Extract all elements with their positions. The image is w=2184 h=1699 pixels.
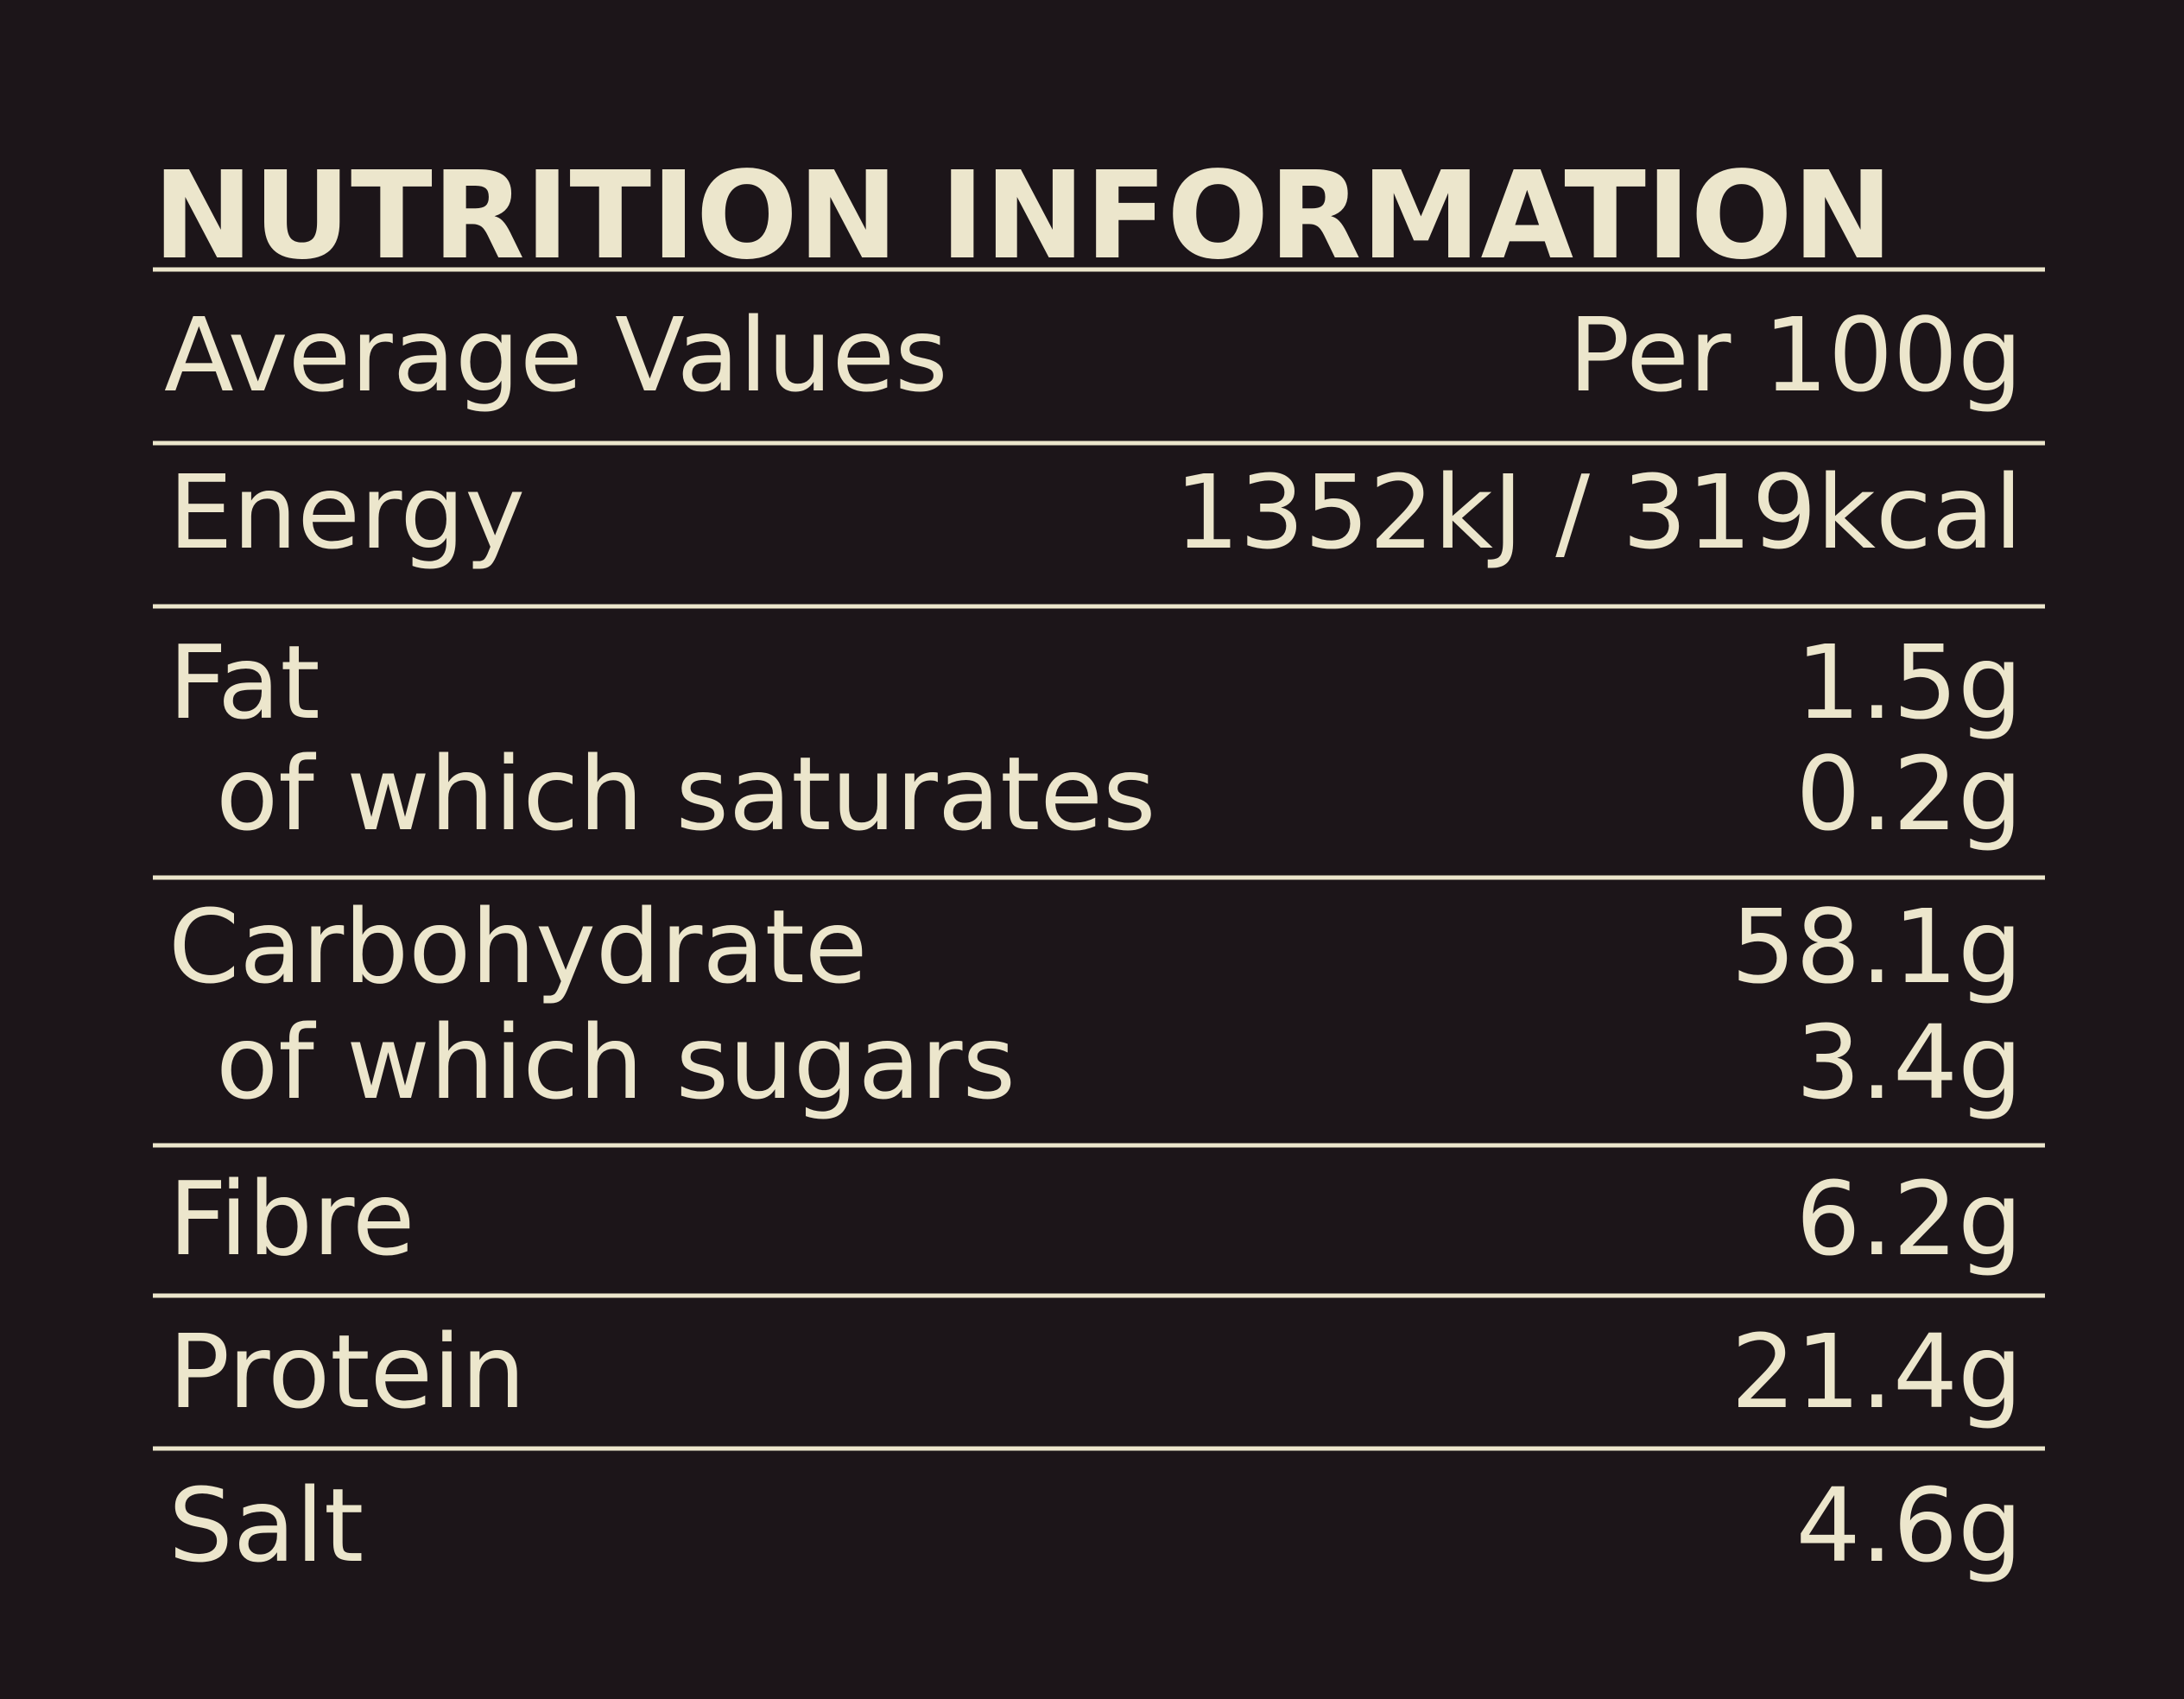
nutrient-value: 6.2g xyxy=(1795,1159,2023,1278)
nutrient-value: 58.1g xyxy=(1731,887,2023,1006)
nutrient-value: 1352kJ / 319kcal xyxy=(1174,453,2023,572)
nutrient-label: Carbohydrate xyxy=(168,887,868,1006)
nutrient-value: 21.4g xyxy=(1731,1312,2023,1431)
nutrient-label: Salt xyxy=(168,1466,364,1585)
sub-nutrient-label: of which saturates xyxy=(216,734,1156,853)
sub-nutrient-label: of which sugars xyxy=(216,1003,1016,1122)
nutrient-value: 3.4g xyxy=(1795,1003,2023,1122)
nutrient-label: Protein xyxy=(168,1312,526,1431)
header-label: Average Values xyxy=(164,295,948,415)
nutrient-label: Fibre xyxy=(168,1159,415,1278)
nutrient-label: Fat xyxy=(168,623,320,742)
nutrient-value: 0.2g xyxy=(1795,734,2023,853)
nutrient-label: Energy xyxy=(168,453,525,572)
nutrient-value: 1.5g xyxy=(1795,623,2023,742)
title: NUTRITION INFORMATION xyxy=(153,146,1893,287)
header-value: Per 100g xyxy=(1568,295,2023,415)
nutrient-value: 4.6g xyxy=(1795,1466,2023,1585)
